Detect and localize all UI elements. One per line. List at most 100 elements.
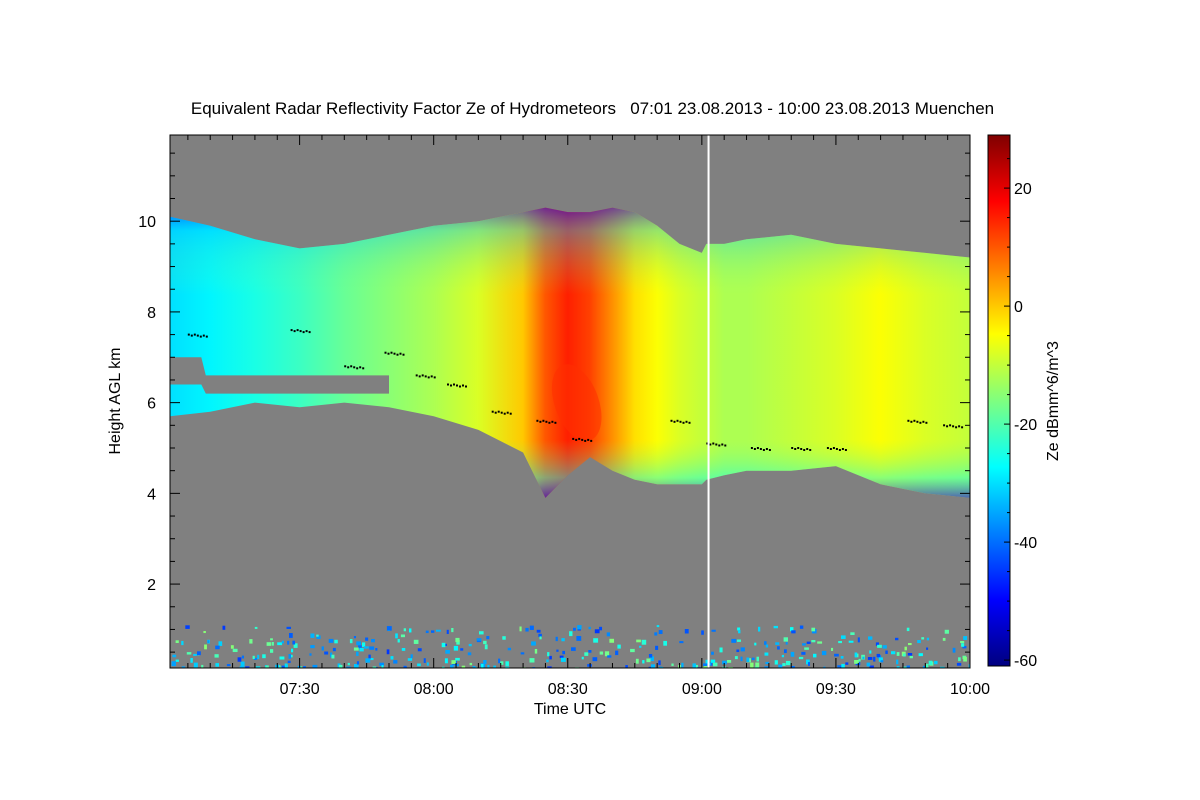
melting-layer-marker	[791, 447, 794, 449]
clutter-speck	[445, 650, 450, 654]
clutter-speck	[650, 656, 654, 662]
clutter-speck	[353, 636, 357, 639]
clutter-speck	[902, 666, 907, 668]
clutter-speck	[538, 633, 542, 638]
melting-layer-marker	[943, 424, 946, 427]
clutter-speck	[746, 657, 750, 662]
clutter-speck	[713, 662, 718, 667]
clutter-speck	[417, 648, 422, 652]
clutter-speck	[181, 666, 186, 668]
clutter-speck	[909, 656, 913, 659]
melting-layer-marker	[430, 375, 433, 378]
melting-layer-marker	[462, 384, 464, 387]
clutter-speck	[791, 630, 796, 634]
clutter-speck	[409, 628, 412, 633]
clutter-speck	[811, 640, 816, 643]
clutter-speck	[529, 658, 535, 663]
clutter-speck	[804, 667, 808, 668]
clutter-speck	[765, 644, 769, 648]
melting-layer-marker	[841, 448, 844, 450]
clutter-speck	[681, 662, 684, 668]
melting-layer-marker	[919, 421, 922, 424]
melting-layer-marker	[453, 383, 455, 386]
clutter-speck	[561, 657, 566, 662]
clutter-speck	[386, 649, 390, 655]
clutter-speck	[203, 631, 206, 634]
melting-layer-marker	[539, 420, 542, 423]
melting-layer-marker	[390, 351, 393, 354]
x-axis: 07:30 08:00 08:30 09:00 09:30 10:00	[187, 135, 990, 698]
clutter-speck	[736, 639, 741, 642]
clutter-speck	[331, 654, 335, 659]
melting-layer-marker	[706, 442, 709, 445]
melting-layer-marker	[456, 384, 458, 387]
colorbar	[987, 134, 1011, 667]
clutter-speck	[524, 668, 527, 672]
clutter-speck	[330, 652, 333, 658]
clutter-speck	[798, 656, 804, 660]
melting-layer-marker	[961, 426, 964, 429]
melting-layer-marker	[753, 448, 756, 450]
melting-layer-marker	[344, 365, 347, 368]
clutter-speck	[507, 647, 512, 651]
x-tick-label: 08:00	[414, 681, 454, 698]
clutter-speck	[253, 667, 258, 668]
clutter-speck	[436, 629, 441, 632]
clutter-speck	[781, 654, 785, 658]
melting-layer-marker	[946, 425, 949, 428]
clutter-speck	[456, 640, 460, 645]
clutter-speck	[262, 654, 266, 659]
clutter-speck	[806, 641, 811, 644]
x-tick-label: 09:00	[682, 681, 722, 698]
melting-layer-marker	[491, 410, 494, 413]
melting-layer-marker	[794, 448, 797, 450]
clutter-speck	[454, 663, 459, 667]
clutter-speck	[857, 637, 860, 643]
clutter-speck	[777, 646, 780, 650]
clutter-speck	[906, 665, 911, 668]
clutter-speck	[369, 646, 375, 650]
clutter-speck	[963, 636, 968, 640]
melting-layer-marker	[393, 352, 396, 355]
clutter-speck	[821, 650, 827, 656]
clutter-speck	[241, 655, 245, 659]
clutter-speck	[370, 658, 374, 661]
clutter-speck	[186, 652, 192, 655]
clutter-speck	[292, 640, 296, 645]
clutter-speck	[838, 641, 842, 644]
clutter-speck	[808, 662, 811, 666]
clutter-speck	[444, 658, 448, 664]
clutter-speck	[751, 657, 755, 661]
clutter-speck	[885, 650, 888, 654]
clutter-speck	[451, 628, 454, 633]
clutter-speck	[237, 657, 242, 662]
clutter-speck	[635, 658, 639, 664]
melting-layer-marker	[590, 439, 593, 442]
clutter-speck	[455, 637, 460, 643]
clutter-speck	[536, 629, 541, 633]
y-tick-label: 2	[147, 577, 156, 594]
colorbar-tick-label: -20	[1014, 417, 1037, 434]
clutter-speck	[704, 664, 708, 668]
clutter-speck	[362, 642, 366, 647]
melting-layer-marker	[676, 419, 679, 422]
melting-layer-marker	[347, 366, 350, 369]
clutter-speck	[576, 636, 582, 641]
clutter-speck	[876, 653, 881, 658]
melting-layer-marker	[302, 331, 305, 334]
melting-layer-marker	[548, 421, 551, 424]
clutter-speck	[823, 666, 826, 668]
clutter-speck	[961, 643, 965, 647]
clutter-speck	[926, 663, 929, 668]
clutter-speck	[765, 661, 769, 665]
clutter-speck	[562, 650, 566, 655]
clutter-speck	[642, 660, 645, 664]
clutter-speck	[813, 653, 817, 658]
clutter-speck	[655, 645, 659, 650]
clutter-speck	[577, 625, 582, 630]
clutter-speck	[790, 651, 795, 657]
clutter-speck	[740, 656, 743, 662]
clutter-speck	[774, 660, 778, 665]
y-tick-label: 4	[147, 486, 156, 503]
melting-layer-marker	[913, 419, 916, 422]
